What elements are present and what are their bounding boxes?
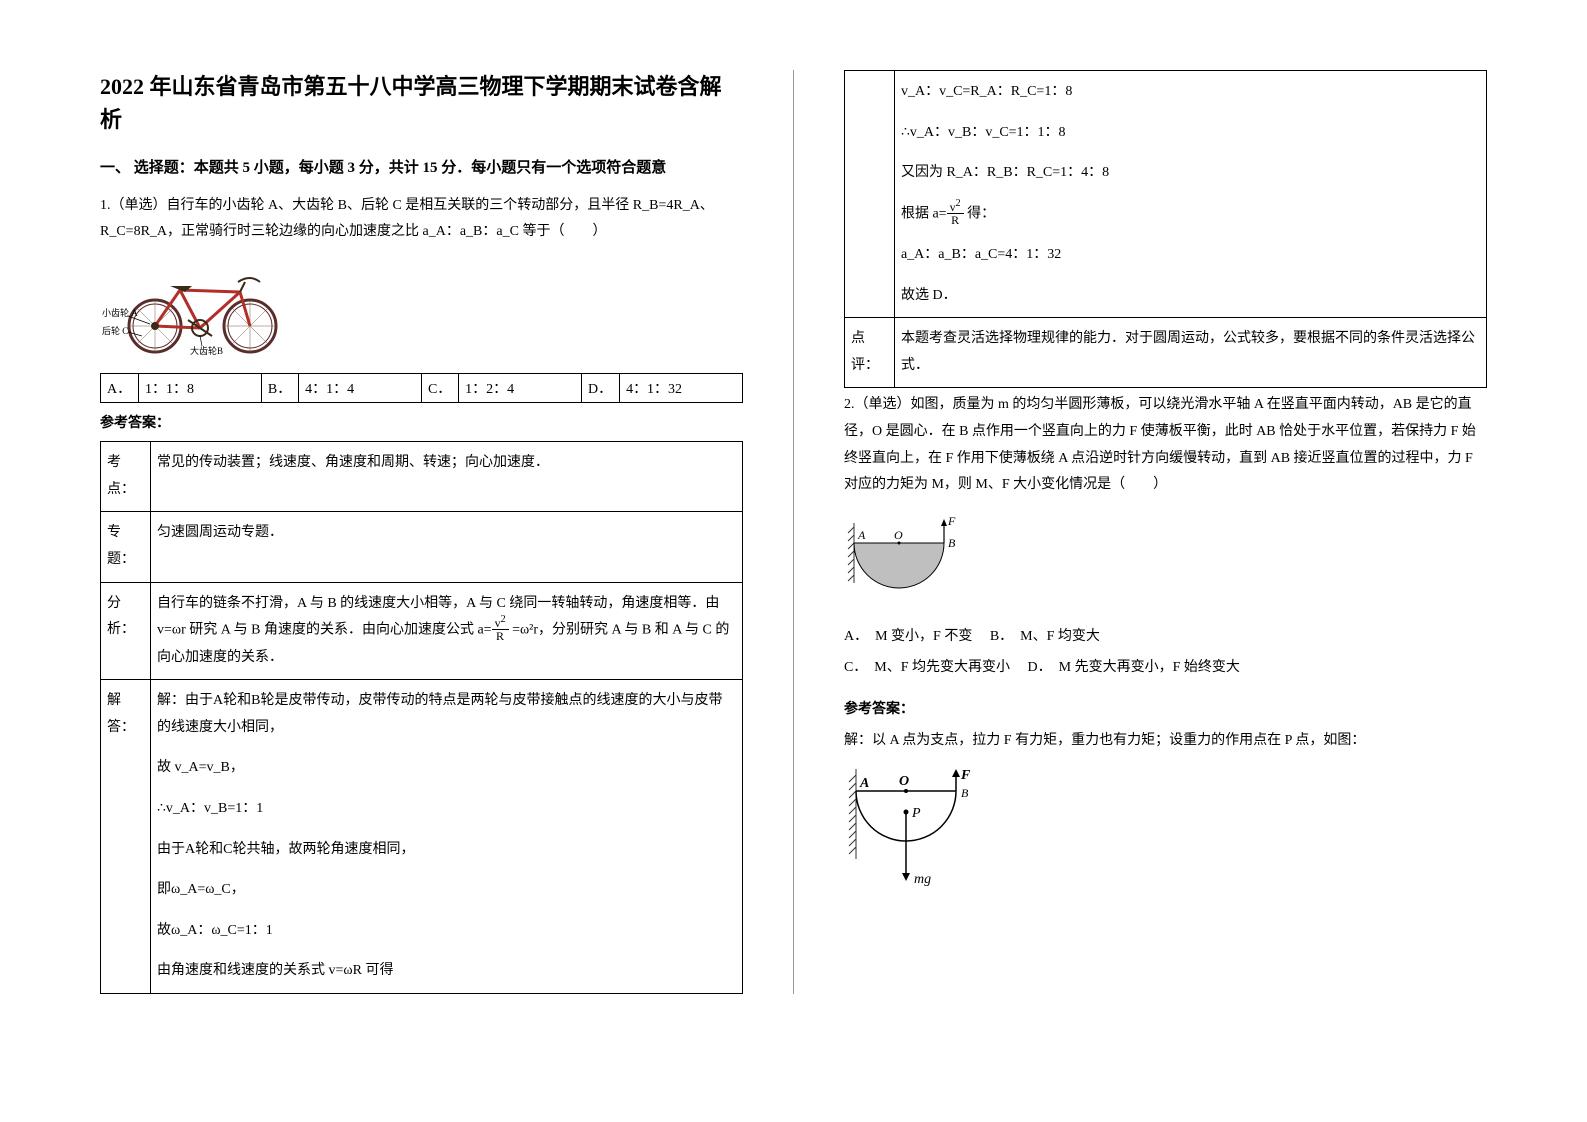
row-label: 解答：	[101, 680, 151, 994]
row-content: 本题考查灵活选择物理规律的能力．对于圆周运动，公式较多，要根据不同的条件灵活选择…	[894, 318, 1486, 388]
q2-solution: 解：以 A 点为支点，拉力 F 有力矩，重力也有力矩；设重力的作用点在 P 点，…	[844, 728, 1487, 755]
jd-line: 即ω_A=ω_C，	[157, 877, 736, 904]
label-mg: mg	[914, 872, 931, 887]
q1-analysis-table: 考点： 常见的传动装置；线速度、角速度和周期、转速；向心加速度． 专题： 匀速圆…	[100, 441, 743, 994]
label-O: O	[899, 774, 909, 789]
q2-opt-c: C． M、F 均先变大再变小	[844, 660, 1010, 675]
cont-line: ∴v_A：v_B：v_C=1：1：8	[901, 120, 1480, 147]
jd-line: 解：由于A轮和B轮是皮带传动，皮带传动的特点是两轮与皮带接触点的线速度的大小与皮…	[157, 688, 736, 741]
page-columns: 2022 年山东省青岛市第五十八中学高三物理下学期期末试卷含解析 一、 选择题：…	[100, 70, 1487, 994]
label-F: F	[947, 514, 956, 528]
cont-pre: 根据	[901, 207, 933, 222]
table-row: 考点： 常见的传动装置；线速度、角速度和周期、转速；向心加速度．	[101, 442, 743, 512]
table-row: 解答： 解：由于A轮和B轮是皮带传动，皮带传动的特点是两轮与皮带接触点的线速度的…	[101, 680, 743, 994]
table-row: 点评： 本题考查灵活选择物理规律的能力．对于圆周运动，公式较多，要根据不同的条件…	[844, 318, 1486, 388]
q2-opt-a: A． M 变小，F 不变	[844, 629, 972, 644]
jd-line: 故ω_A：ω_C=1：1	[157, 918, 736, 945]
answer-label: 参考答案：	[844, 697, 1487, 724]
row-label: 点评：	[844, 318, 894, 388]
q2-opt-b: B． M、F 均变大	[990, 629, 1100, 644]
label-A: A	[857, 528, 866, 542]
opt-text: 1：1：8	[139, 373, 262, 402]
cont-line: v_A：v_C=R_A：R_C=1：8	[901, 79, 1480, 106]
row-content: 常见的传动装置；线速度、角速度和周期、转速；向心加速度．	[151, 442, 743, 512]
column-divider	[793, 70, 794, 994]
jd-line: ∴v_A：v_B=1：1	[157, 796, 736, 823]
q1-options-table: A． 1：1：8 B． 4：1：4 C． 1：2：4 D． 4：1：32	[100, 373, 743, 403]
q2-figure-2: A O F B P mg	[844, 769, 994, 899]
fraction-icon: v2R	[492, 615, 509, 642]
section-heading: 一、 选择题：本题共 5 小题，每小题 3 分，共计 15 分．每小题只有一个选…	[100, 154, 743, 183]
row-label: 专题：	[101, 512, 151, 582]
q1-analysis-continue: v_A：v_C=R_A：R_C=1：8 ∴v_A：v_B：v_C=1：1：8 又…	[844, 70, 1487, 388]
bicycle-figure: 小齿轮 A 后轮 C 大齿轮B	[100, 256, 300, 356]
left-column: 2022 年山东省青岛市第五十八中学高三物理下学期期末试卷含解析 一、 选择题：…	[100, 70, 743, 994]
opt-text: 4：1：32	[620, 373, 743, 402]
opt-letter: B．	[261, 373, 298, 402]
cont-post: 得：	[967, 207, 995, 222]
bike-label-c: 后轮 C	[102, 325, 128, 336]
label-A: A	[859, 776, 869, 791]
bike-label-a: 小齿轮 A	[102, 307, 138, 318]
cont-line: 根据 a=v2R 得：	[901, 201, 1480, 228]
row-content: 自行车的链条不打滑，A 与 B 的线速度大小相等，A 与 C 绕同一转轴转动，角…	[151, 582, 743, 680]
label-B: B	[961, 786, 969, 800]
label-P: P	[911, 806, 921, 821]
right-column: v_A：v_C=R_A：R_C=1：8 ∴v_A：v_B：v_C=1：1：8 又…	[844, 70, 1487, 994]
row-content: v_A：v_C=R_A：R_C=1：8 ∴v_A：v_B：v_C=1：1：8 又…	[894, 71, 1486, 318]
q2-options: A． M 变小，F 不变 B． M、F 均变大 C． M、F 均先变大再变小 D…	[844, 622, 1487, 684]
opt-text: 4：1：4	[299, 373, 422, 402]
q2-figure-1: A O F B	[844, 513, 974, 593]
label-O: O	[894, 528, 903, 542]
answer-label: 参考答案：	[100, 411, 743, 438]
opt-letter: D．	[582, 373, 620, 402]
row-content: 解：由于A轮和B轮是皮带传动，皮带传动的特点是两轮与皮带接触点的线速度的大小与皮…	[151, 680, 743, 994]
cont-line: 又因为 R_A：R_B：R_C=1：4：8	[901, 160, 1480, 187]
label-F: F	[960, 769, 971, 783]
bike-label-b: 大齿轮B	[190, 345, 223, 356]
jd-line: 故 v_A=v_B，	[157, 755, 736, 782]
opt-letter: A．	[101, 373, 139, 402]
fraction-icon: v2R	[947, 199, 964, 226]
table-row: 专题： 匀速圆周运动专题．	[101, 512, 743, 582]
table-row: 分析： 自行车的链条不打滑，A 与 B 的线速度大小相等，A 与 C 绕同一转轴…	[101, 582, 743, 680]
row-label: 分析：	[101, 582, 151, 680]
cont-line: 故选 D．	[901, 283, 1480, 310]
page-title: 2022 年山东省青岛市第五十八中学高三物理下学期期末试卷含解析	[100, 70, 743, 136]
jd-line: 由角速度和线速度的关系式 v=ωR 可得	[157, 958, 736, 985]
cont-line: a_A：a_B：a_C=4：1：32	[901, 242, 1480, 269]
row-content: 匀速圆周运动专题．	[151, 512, 743, 582]
row-label-empty	[844, 71, 894, 318]
row-label: 考点：	[101, 442, 151, 512]
q2-stem: 2.（单选）如图，质量为 m 的均匀半圆形薄板，可以绕光滑水平轴 A 在竖直平面…	[844, 392, 1487, 498]
table-row: A． 1：1：8 B． 4：1：4 C． 1：2：4 D． 4：1：32	[101, 373, 743, 402]
opt-text: 1：2：4	[459, 373, 582, 402]
label-B: B	[948, 536, 956, 550]
opt-letter: C．	[421, 373, 458, 402]
table-row: v_A：v_C=R_A：R_C=1：8 ∴v_A：v_B：v_C=1：1：8 又…	[844, 71, 1486, 318]
q2-opt-d: D． M 先变大再变小，F 始终变大	[1028, 660, 1240, 675]
jd-line: 由于A轮和C轮共轴，故两轮角速度相同，	[157, 837, 736, 864]
q1-stem: 1.（单选）自行车的小齿轮 A、大齿轮 B、后轮 C 是相互关联的三个转动部分，…	[100, 193, 743, 246]
